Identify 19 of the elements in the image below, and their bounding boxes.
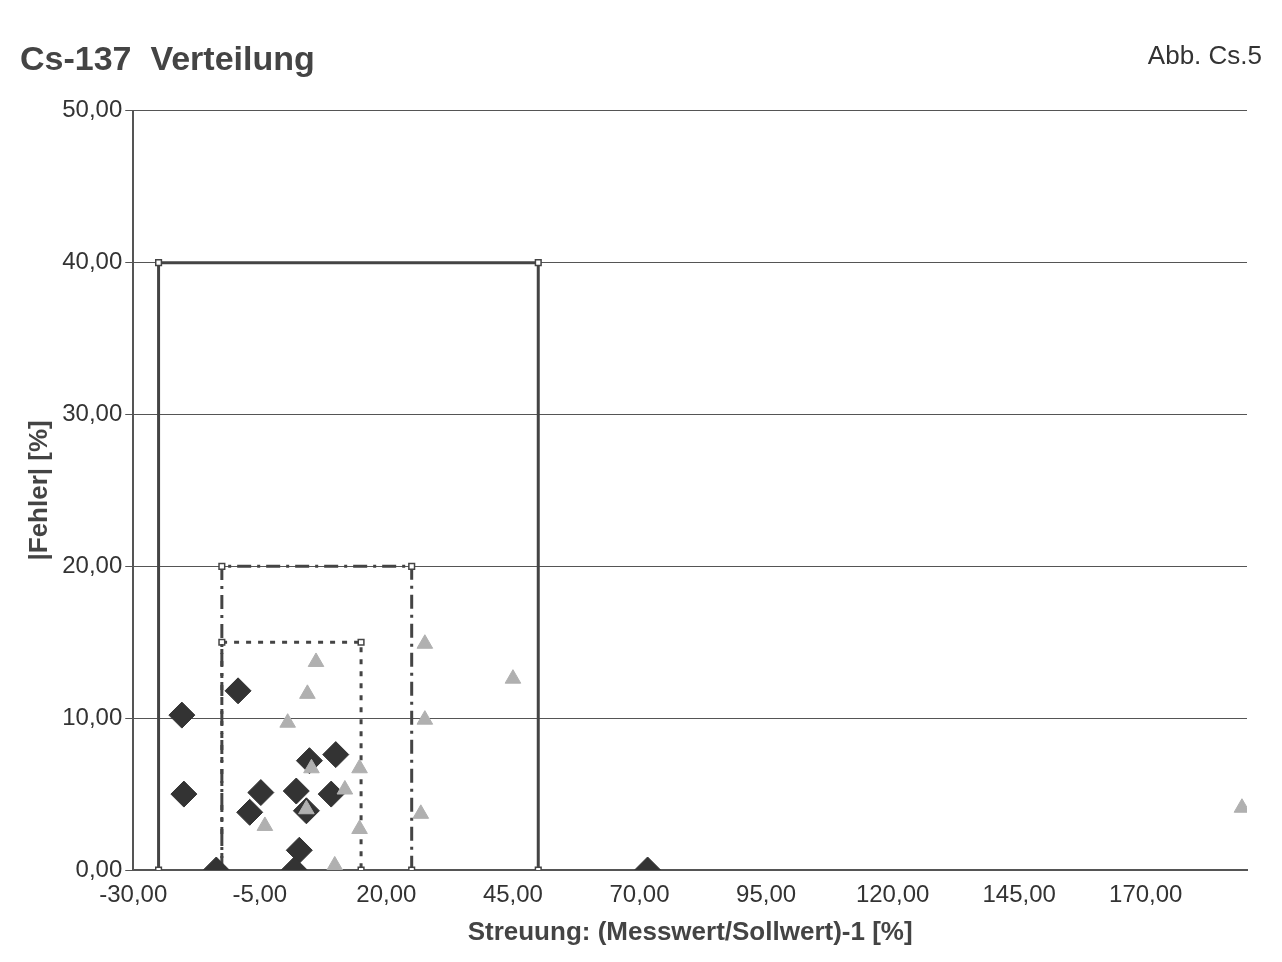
y-tick-label: 20,00 [62,550,123,578]
y-tick-label: 50,00 [62,95,123,123]
x-tick-label: -5,00 [232,880,288,908]
x-tick-label: 120,00 [855,880,930,908]
y-tick-label: 10,00 [62,702,123,730]
chart-title: Cs-137 Verteilung [20,38,315,77]
y-tick-label: 0,00 [75,854,123,882]
x-tick-label: 20,00 [356,880,417,908]
text: Abb. Cs.5 [1147,40,1262,71]
x-tick-label: 70,00 [609,880,670,908]
y-axis-title: |Fehler| [%] [22,420,53,561]
x-tick-label: -30,00 [99,880,168,908]
x-axis-title: Streuung: (Messwert/Sollwert)-1 [%] [467,915,913,946]
x-tick-label: 45,00 [482,880,543,908]
x-tick-label: 95,00 [736,880,797,908]
x-tick-label: 145,00 [982,880,1056,908]
y-tick-label: 30,00 [62,399,123,427]
y-tick-label: 40,00 [62,247,123,275]
x-tick-label: 170,00 [1109,880,1183,908]
